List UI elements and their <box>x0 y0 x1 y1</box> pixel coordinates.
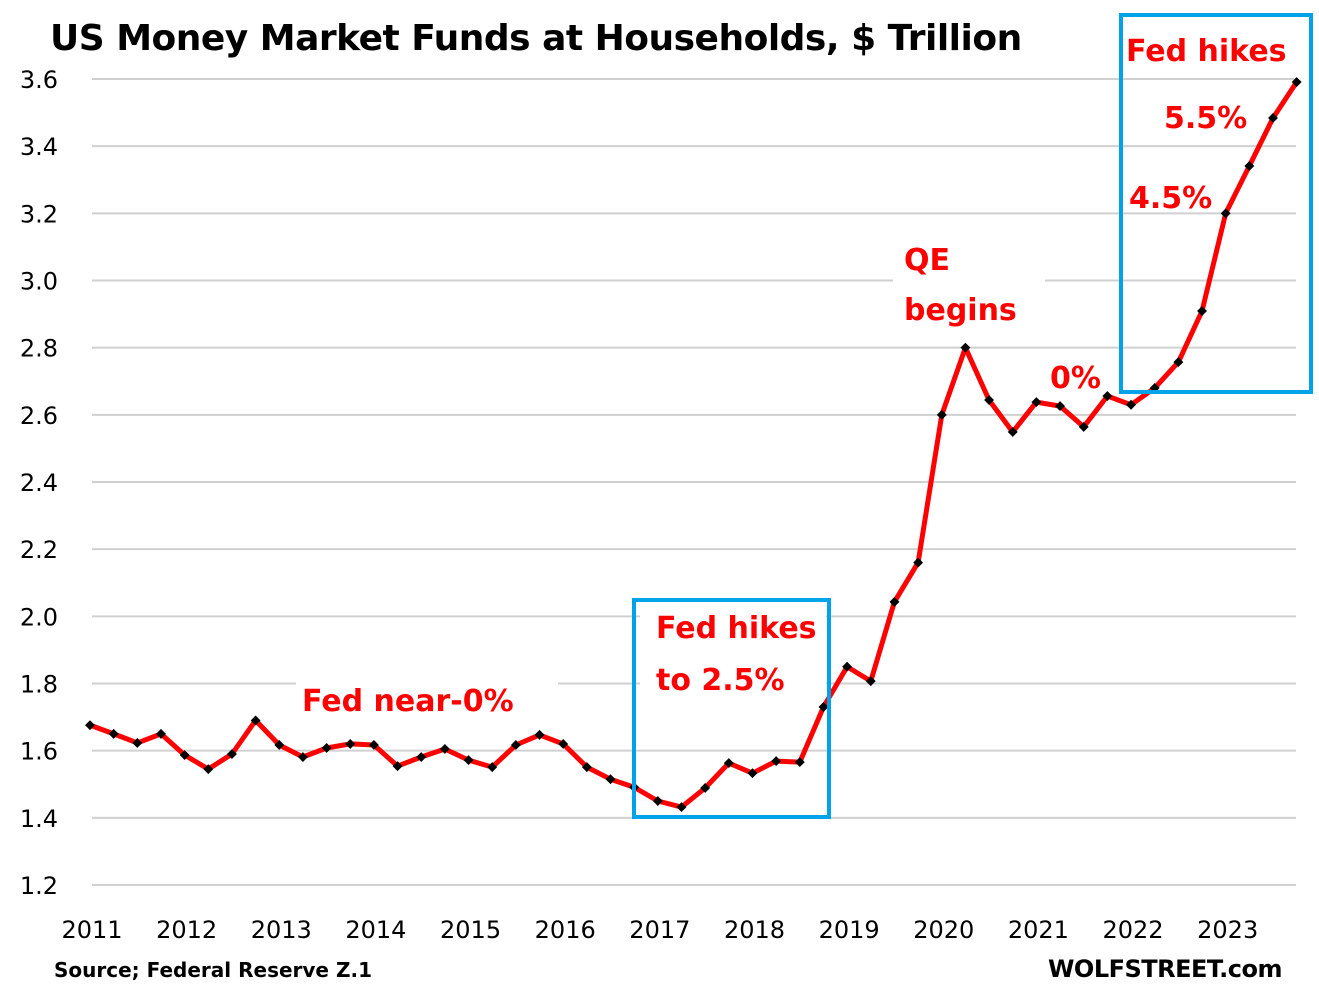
data-point <box>842 661 853 672</box>
data-point <box>1244 161 1255 171</box>
data-point <box>913 557 924 568</box>
y-tick-label: 3.0 <box>20 268 58 296</box>
annotation-qe-begins-line2: begins <box>904 293 1017 328</box>
x-tick-label: 2018 <box>724 916 785 944</box>
annotation-qe-begins-line1: QE <box>904 243 950 278</box>
data-point <box>984 395 995 406</box>
y-tick-label: 3.6 <box>20 66 58 94</box>
data-point <box>723 758 734 769</box>
data-point <box>700 782 711 793</box>
data-point <box>1268 113 1278 123</box>
source-note: Source; Federal Reserve Z.1 <box>54 958 372 982</box>
annotation-fed-near-zero: Fed near-0% <box>302 684 514 719</box>
data-point <box>321 743 332 753</box>
y-tick-label: 1.2 <box>20 872 58 900</box>
annotation-backgrounds <box>296 90 1295 705</box>
data-point <box>936 409 947 420</box>
data-point <box>676 802 687 813</box>
x-tick-label: 2014 <box>345 916 406 944</box>
brand-label: WOLFSTREET.com <box>1048 955 1282 983</box>
y-tick-label: 2.6 <box>20 402 58 430</box>
data-point <box>510 740 521 750</box>
data-point <box>250 715 261 726</box>
x-tick-label: 2019 <box>819 916 880 944</box>
y-tick-label: 1.4 <box>20 805 58 833</box>
highlight-box-2017-2018 <box>632 598 831 819</box>
x-tick-label: 2016 <box>535 916 596 944</box>
data-point <box>132 737 143 748</box>
y-tick-label: 3.4 <box>20 133 58 161</box>
data-point <box>274 740 285 750</box>
data-point <box>534 729 545 740</box>
y-tick-label: 2.0 <box>20 603 58 631</box>
data-point <box>558 739 569 749</box>
series-markers <box>85 77 1302 813</box>
data-point <box>1197 306 1207 317</box>
data-point <box>439 744 450 754</box>
data-point <box>1007 427 1018 437</box>
data-point <box>1126 399 1136 410</box>
series-line <box>89 80 1299 810</box>
x-tick-label: 2020 <box>913 916 974 944</box>
data-point <box>794 757 805 768</box>
highlight-box-2022-2023 <box>1119 13 1313 394</box>
data-point <box>581 762 592 773</box>
x-tick-label: 2012 <box>156 916 217 944</box>
data-point <box>889 596 900 607</box>
data-point <box>865 676 876 687</box>
y-tick-label: 1.6 <box>20 738 58 766</box>
data-point <box>771 756 782 767</box>
data-point <box>1291 77 1302 87</box>
data-point <box>652 796 663 806</box>
x-tick-label: 2023 <box>1197 916 1258 944</box>
x-tick-label: 2015 <box>440 916 501 944</box>
data-point <box>487 762 498 773</box>
annotation-rate-5-5: 5.5% <box>1164 101 1247 136</box>
data-point <box>818 702 829 712</box>
x-tick-label: 2022 <box>1103 916 1164 944</box>
y-tick-label: 2.4 <box>20 469 58 497</box>
data-point <box>1031 397 1042 408</box>
data-point <box>179 750 190 760</box>
y-axis-ticks: 3.6 3.4 3.2 3.0 2.8 2.6 2.4 2.2 2.0 1.8 1.6 1.4 1.2 <box>20 66 58 900</box>
data-point <box>392 761 403 772</box>
annotation-zero-pct: 0% <box>1050 361 1101 396</box>
annotation-fed-hikes-2018-line2: to 2.5% <box>656 663 785 698</box>
x-tick-label: 2021 <box>1008 916 1069 944</box>
chart-title: US Money Market Funds at Households, $ T… <box>50 18 1022 59</box>
data-point <box>108 728 119 739</box>
data-point <box>203 764 214 775</box>
data-point <box>368 740 379 750</box>
data-point <box>463 755 474 766</box>
annotation-rate-4-5: 4.5% <box>1129 181 1212 216</box>
data-point <box>747 768 758 779</box>
x-tick-label: 2013 <box>251 916 312 944</box>
gridlines <box>92 78 1296 886</box>
y-tick-label: 2.2 <box>20 536 58 564</box>
y-tick-label: 1.8 <box>20 671 58 699</box>
data-point <box>1078 421 1089 432</box>
data-point <box>227 749 237 759</box>
data-point <box>1220 208 1231 219</box>
data-point <box>297 752 308 762</box>
data-point <box>85 720 95 731</box>
data-point <box>416 752 427 762</box>
data-point <box>605 774 616 785</box>
y-tick-label: 2.8 <box>20 335 58 363</box>
annotation-fed-hikes-2023: Fed hikes <box>1126 34 1287 69</box>
annotation-fed-hikes-2018-line1: Fed hikes <box>656 611 817 646</box>
data-point <box>345 739 356 749</box>
x-tick-label: 2017 <box>629 916 690 944</box>
data-point <box>1055 401 1066 412</box>
x-tick-label: 2011 <box>61 916 122 944</box>
data-point <box>960 342 971 353</box>
y-tick-label: 3.2 <box>20 200 58 228</box>
data-point <box>1102 391 1113 401</box>
data-point <box>1173 357 1184 368</box>
data-point <box>156 728 166 739</box>
x-axis-ticks: 2011 2012 2013 2014 2015 2016 2017 2018 2019 2020… <box>61 916 1258 944</box>
